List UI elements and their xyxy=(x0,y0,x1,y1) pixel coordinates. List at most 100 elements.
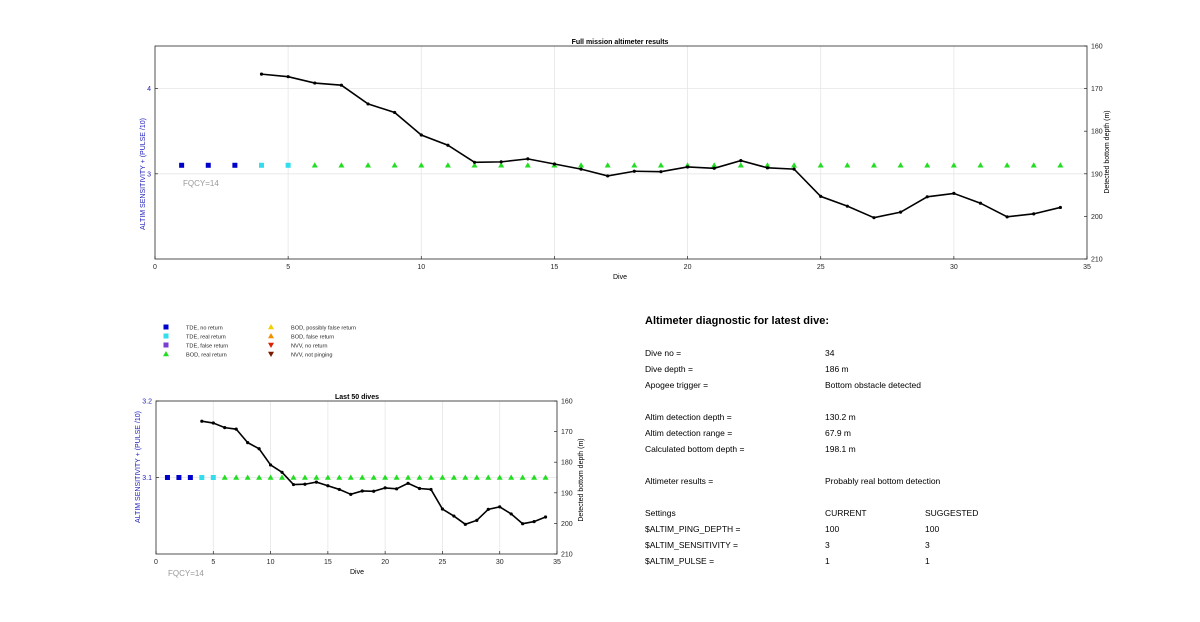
depth-point xyxy=(872,216,876,220)
depth-point xyxy=(366,102,370,106)
x-tick-label: 35 xyxy=(553,559,561,566)
altimeter-marker xyxy=(496,474,503,480)
depth-point xyxy=(234,427,238,431)
altimeter-marker xyxy=(210,475,216,480)
depth-point xyxy=(792,167,796,171)
detection-depth-label: Altim detection depth = xyxy=(645,412,732,422)
x-tick-label: 30 xyxy=(496,559,504,566)
altimeter-marker xyxy=(365,162,372,168)
setting-current: 3 xyxy=(825,540,830,550)
altimeter-marker xyxy=(205,162,211,168)
x-tick-label: 25 xyxy=(817,264,825,271)
altimeter-marker xyxy=(462,474,469,480)
x-tick-label: 20 xyxy=(381,559,389,566)
altimeter-marker xyxy=(977,162,984,168)
depth-point xyxy=(472,160,477,164)
depth-point xyxy=(446,143,450,147)
apogee-label: Apogee trigger = xyxy=(645,380,709,390)
dive-depth-value: 186 m xyxy=(825,364,849,374)
altimeter-marker xyxy=(817,162,824,168)
depth-point xyxy=(739,158,743,163)
depth-point xyxy=(532,519,536,524)
y-axis-right-label: Detected bottom depth (m) xyxy=(1104,110,1111,193)
altimeter-marker xyxy=(285,162,291,168)
depth-point xyxy=(223,426,227,430)
x-tick-label: 10 xyxy=(417,264,425,271)
x-tick-label: 15 xyxy=(324,559,332,566)
depth-point xyxy=(606,174,610,178)
altimeter-marker xyxy=(737,162,744,168)
dive-depth-label: Dive depth = xyxy=(645,364,693,374)
depth-point xyxy=(303,482,307,486)
altimeter-marker xyxy=(267,474,274,480)
altimeter-marker xyxy=(897,162,904,168)
x-axis-label: Dive xyxy=(350,569,364,576)
altimeter-marker xyxy=(418,162,425,168)
depth-point xyxy=(475,518,479,522)
depth-point xyxy=(509,512,513,516)
altimeter-marker xyxy=(604,162,611,168)
depth-point xyxy=(383,486,387,490)
x-tick-label: 25 xyxy=(439,559,447,566)
altimeter-marker xyxy=(301,474,308,480)
x-tick-label: 15 xyxy=(551,264,559,271)
altimeter-marker xyxy=(524,162,531,168)
depth-point xyxy=(819,194,823,198)
altimeter-marker xyxy=(347,474,354,480)
altimeter-marker xyxy=(578,162,585,168)
altimeter-marker xyxy=(439,474,446,480)
altimeter-marker xyxy=(444,162,451,168)
altimeter-marker xyxy=(370,474,377,480)
depth-point xyxy=(349,492,353,496)
fqcy-note: FQCY=14 xyxy=(168,569,204,578)
altimeter-marker xyxy=(338,162,345,168)
depth-point xyxy=(419,133,423,137)
depth-point xyxy=(314,480,318,484)
depth-point xyxy=(521,522,525,526)
depth-point xyxy=(1032,212,1036,216)
altimeter-marker xyxy=(244,474,251,480)
setting-suggested: 100 xyxy=(925,524,940,534)
altimeter-marker xyxy=(508,474,515,480)
depth-point xyxy=(395,487,399,491)
setting-current: 1 xyxy=(825,556,830,566)
altimeter-marker xyxy=(233,474,240,480)
altimeter-marker xyxy=(711,162,718,168)
depth-point xyxy=(952,191,956,195)
depth-point xyxy=(372,489,376,493)
detection-range-value: 67.9 m xyxy=(825,428,851,438)
chart-title: Full mission altimeter results xyxy=(572,39,669,46)
altimeter-marker xyxy=(279,474,286,480)
altimeter-marker xyxy=(684,162,691,168)
depth-point xyxy=(899,210,903,214)
x-tick-label: 5 xyxy=(286,264,290,271)
x-tick-label: 0 xyxy=(153,264,157,271)
altimeter-marker xyxy=(519,474,526,480)
altimeter-marker xyxy=(259,162,265,168)
altimeter-marker xyxy=(631,162,638,168)
dive-no-label: Dive no = xyxy=(645,348,682,358)
y-axis-left-label: ALTIM SENSITIVITY + (PULSE /10) xyxy=(140,118,147,230)
altimeter-marker xyxy=(393,474,400,480)
depth-point xyxy=(429,487,433,492)
altimeter-marker xyxy=(844,162,851,168)
altimeter-marker xyxy=(1004,162,1011,168)
altimeter-marker xyxy=(324,474,331,480)
setting-current: 100 xyxy=(825,524,840,534)
altimeter-marker xyxy=(405,474,412,480)
depth-point xyxy=(845,204,849,208)
altimeter-marker xyxy=(391,162,398,168)
altimeter-marker xyxy=(531,474,538,480)
setting-name: $ALTIM_SENSITIVITY = xyxy=(645,540,738,550)
depth-point xyxy=(978,201,983,205)
depth-point xyxy=(440,507,445,511)
detection-range-label: Altim detection range = xyxy=(645,428,733,438)
altimeter-marker xyxy=(336,474,343,480)
y-right-tick-label: 170 xyxy=(1091,86,1103,93)
depth-line xyxy=(201,420,546,526)
depth-point xyxy=(632,169,636,173)
depth-point xyxy=(1058,205,1062,210)
depth-point xyxy=(499,160,503,164)
depth-point xyxy=(291,482,296,487)
